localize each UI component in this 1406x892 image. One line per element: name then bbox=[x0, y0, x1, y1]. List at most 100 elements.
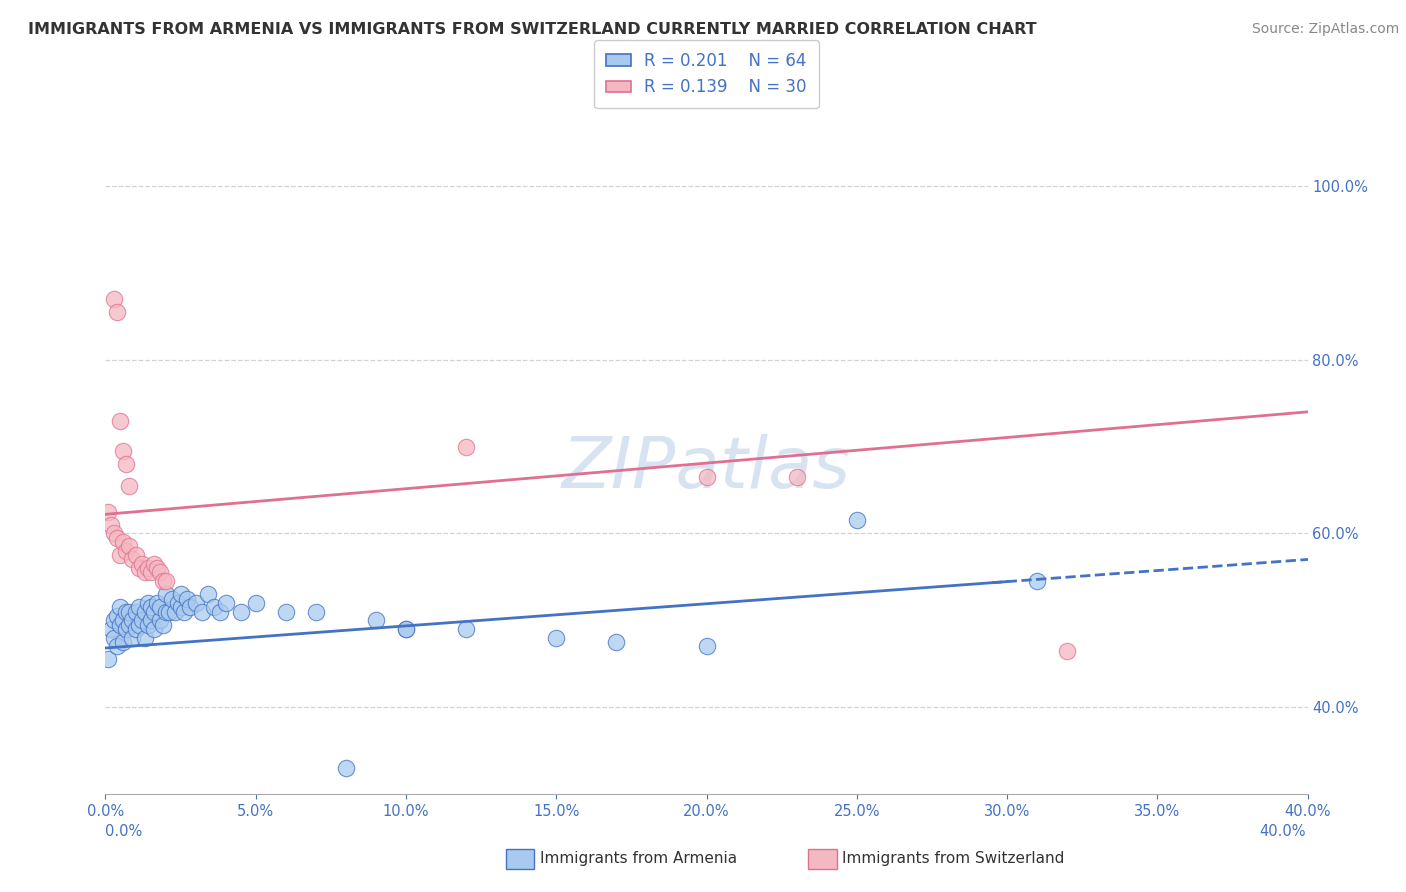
Point bbox=[112, 444, 135, 458]
Point bbox=[97, 652, 120, 666]
Point bbox=[110, 617, 132, 632]
Point bbox=[139, 613, 162, 627]
Point bbox=[139, 566, 162, 580]
Point bbox=[148, 600, 170, 615]
Point bbox=[155, 605, 177, 619]
Point bbox=[152, 617, 174, 632]
Point bbox=[115, 457, 138, 471]
Point bbox=[202, 600, 225, 615]
Point bbox=[145, 561, 167, 575]
Point bbox=[118, 605, 141, 619]
Point bbox=[103, 526, 125, 541]
Point bbox=[134, 631, 156, 645]
Point bbox=[124, 605, 146, 619]
Point bbox=[128, 617, 150, 632]
Point bbox=[107, 608, 129, 623]
Point bbox=[124, 548, 146, 562]
Point bbox=[1026, 574, 1049, 589]
Point bbox=[112, 613, 135, 627]
Text: 40.0%: 40.0% bbox=[1260, 824, 1306, 838]
Text: IMMIGRANTS FROM ARMENIA VS IMMIGRANTS FROM SWITZERLAND CURRENTLY MARRIED CORRELA: IMMIGRANTS FROM ARMENIA VS IMMIGRANTS FR… bbox=[28, 22, 1036, 37]
Point bbox=[107, 531, 129, 545]
Text: Source: ZipAtlas.com: Source: ZipAtlas.com bbox=[1251, 22, 1399, 37]
Point bbox=[128, 561, 150, 575]
Point bbox=[110, 548, 132, 562]
Point bbox=[115, 622, 138, 636]
Point bbox=[121, 631, 143, 645]
Point bbox=[134, 566, 156, 580]
Point bbox=[107, 640, 129, 654]
Point bbox=[103, 613, 125, 627]
Point bbox=[179, 600, 201, 615]
Point bbox=[110, 600, 132, 615]
Point bbox=[190, 605, 212, 619]
Point bbox=[100, 622, 122, 636]
Point bbox=[163, 605, 186, 619]
Point bbox=[115, 605, 138, 619]
Point bbox=[845, 513, 868, 527]
Point bbox=[152, 574, 174, 589]
Point bbox=[605, 635, 627, 649]
Point bbox=[1056, 643, 1078, 657]
Point bbox=[395, 622, 418, 636]
Point bbox=[131, 557, 153, 571]
Point bbox=[169, 587, 191, 601]
Point bbox=[696, 640, 718, 654]
Point bbox=[696, 470, 718, 484]
Point bbox=[136, 596, 159, 610]
Point bbox=[160, 591, 183, 606]
Point bbox=[454, 622, 477, 636]
Point bbox=[229, 605, 252, 619]
Point bbox=[454, 440, 477, 454]
Point bbox=[142, 622, 165, 636]
Point bbox=[115, 543, 138, 558]
Point bbox=[103, 292, 125, 306]
Point bbox=[97, 505, 120, 519]
Point bbox=[103, 631, 125, 645]
Point bbox=[118, 478, 141, 492]
Point bbox=[112, 535, 135, 549]
Text: 0.0%: 0.0% bbox=[105, 824, 142, 838]
Point bbox=[136, 561, 159, 575]
Point bbox=[118, 540, 141, 554]
Point bbox=[245, 596, 267, 610]
Point bbox=[131, 613, 153, 627]
Point bbox=[124, 622, 146, 636]
Point bbox=[148, 566, 170, 580]
Point bbox=[155, 574, 177, 589]
Point bbox=[148, 613, 170, 627]
Point bbox=[155, 587, 177, 601]
Point bbox=[121, 552, 143, 566]
Point bbox=[139, 600, 162, 615]
Point bbox=[166, 596, 188, 610]
Point bbox=[157, 605, 180, 619]
Point bbox=[335, 761, 357, 775]
Point bbox=[364, 613, 387, 627]
Point bbox=[121, 613, 143, 627]
Legend: R = 0.201    N = 64, R = 0.139    N = 30: R = 0.201 N = 64, R = 0.139 N = 30 bbox=[595, 40, 818, 108]
Point bbox=[118, 617, 141, 632]
Point bbox=[395, 622, 418, 636]
Text: Immigrants from Switzerland: Immigrants from Switzerland bbox=[842, 851, 1064, 865]
Point bbox=[169, 600, 191, 615]
Point bbox=[176, 591, 198, 606]
Point bbox=[214, 596, 236, 610]
Point bbox=[128, 600, 150, 615]
Text: ZIPatlas: ZIPatlas bbox=[562, 434, 851, 503]
Point bbox=[197, 587, 219, 601]
Point bbox=[184, 596, 207, 610]
Point bbox=[136, 617, 159, 632]
Point bbox=[173, 605, 195, 619]
Point bbox=[107, 305, 129, 319]
Point bbox=[305, 605, 328, 619]
Point bbox=[786, 470, 808, 484]
Point bbox=[145, 596, 167, 610]
Point bbox=[274, 605, 297, 619]
Point bbox=[208, 605, 231, 619]
Text: Immigrants from Armenia: Immigrants from Armenia bbox=[540, 851, 737, 865]
Point bbox=[112, 635, 135, 649]
Point bbox=[100, 517, 122, 532]
Point bbox=[142, 557, 165, 571]
Point bbox=[110, 413, 132, 427]
Point bbox=[134, 605, 156, 619]
